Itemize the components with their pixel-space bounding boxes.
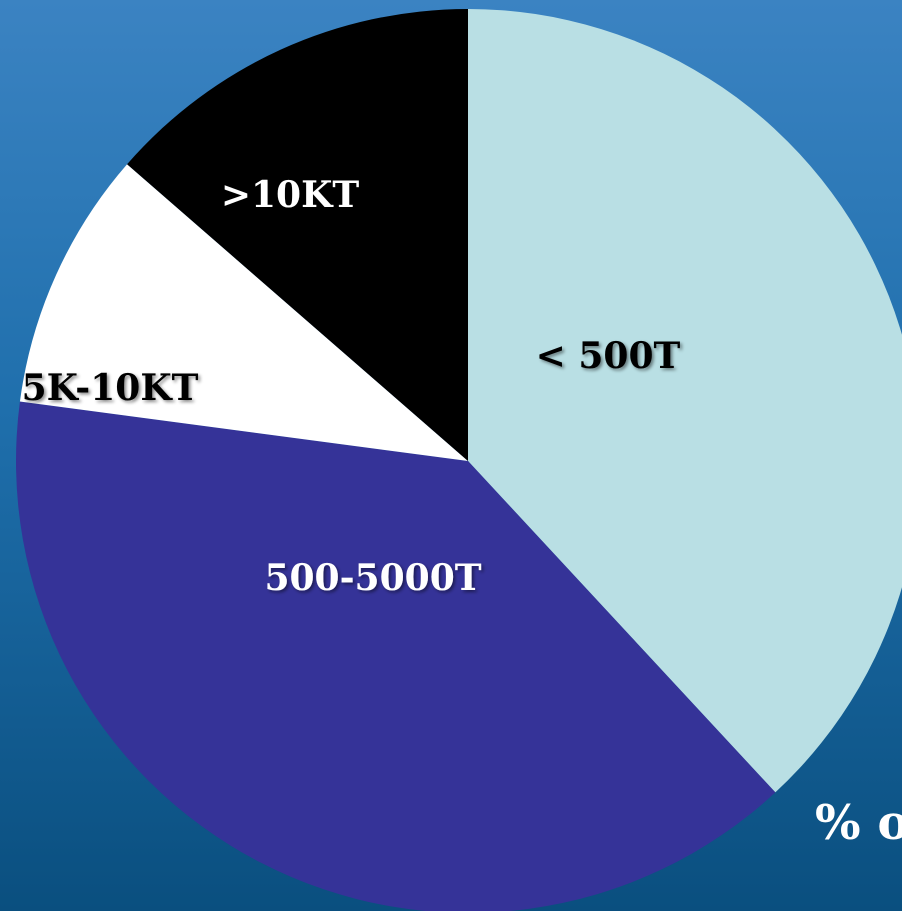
- pie-slice-2: [16, 401, 776, 911]
- pie-slice-4: [127, 9, 468, 461]
- footer-note: % o: [815, 795, 902, 851]
- pie-slice-3: [19, 164, 469, 461]
- slice-label-2: 500-5000T: [264, 557, 481, 599]
- slice-label-1: < 500T: [536, 335, 681, 377]
- slice-label-3: 5K-10KT: [22, 367, 199, 409]
- slice-label-4: >10KT: [221, 174, 360, 216]
- pie-slice-1: [468, 9, 902, 793]
